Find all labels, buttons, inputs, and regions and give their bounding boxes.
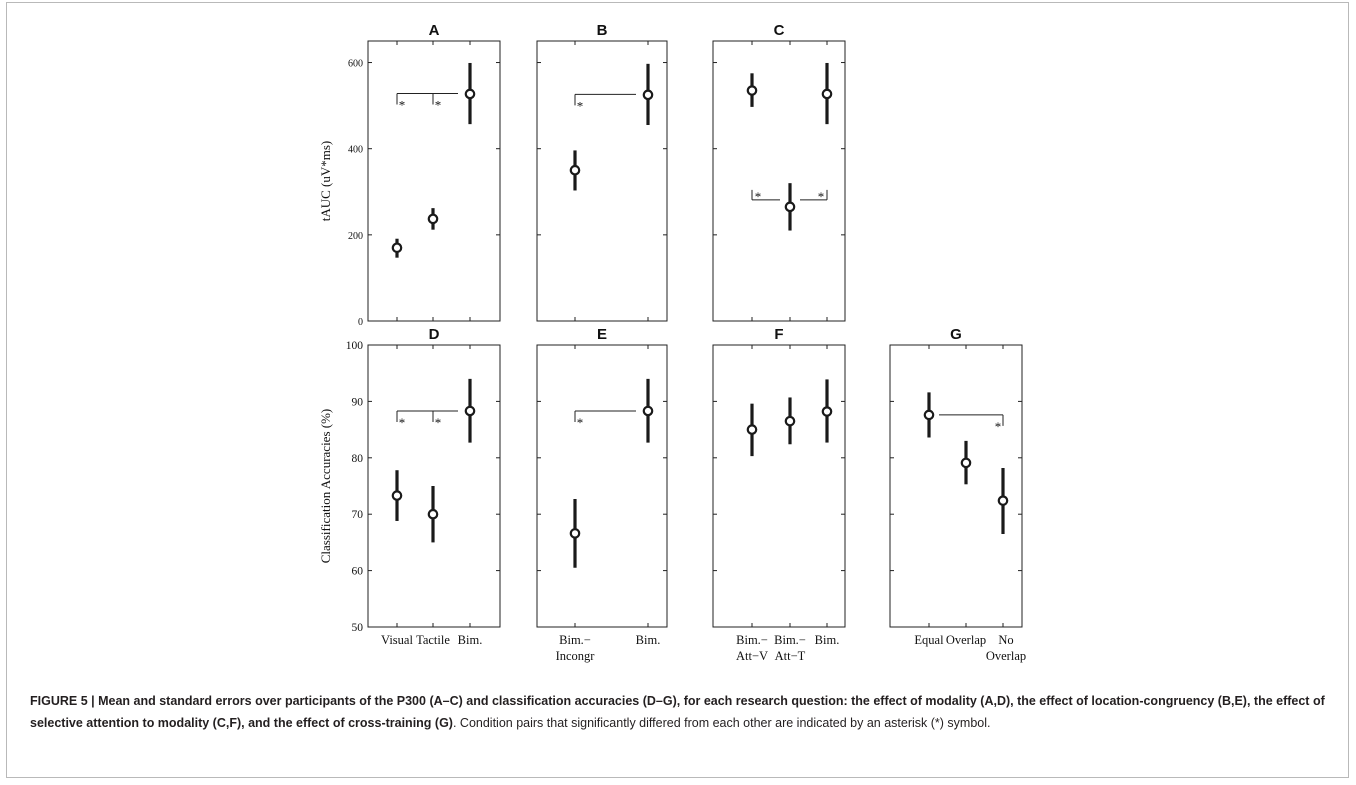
plot-area xyxy=(889,344,1023,628)
y-tick-label: 80 xyxy=(352,453,364,465)
x-tick-label: Bim.− Att−V xyxy=(736,633,768,663)
panel-a: A 0 200 400 600 tAUC (uV*ms) * * xyxy=(318,22,501,328)
plot-area xyxy=(367,344,501,628)
y-tick-label: 100 xyxy=(346,340,364,352)
x-tick-label: Bim. xyxy=(815,633,840,647)
mean-marker xyxy=(391,490,403,501)
y-tick-label: 90 xyxy=(352,396,364,408)
mean-marker xyxy=(391,242,403,254)
sig-asterisk: * xyxy=(577,98,584,113)
mean-marker xyxy=(427,508,439,520)
y-tick-label: 0 xyxy=(358,317,363,328)
plot-area xyxy=(712,40,846,322)
panel-title: B xyxy=(597,22,608,39)
x-tick-label: Bim.− Att−T xyxy=(774,633,806,663)
mean-marker xyxy=(569,528,581,539)
x-tick-label: Overlap xyxy=(946,633,986,647)
y-tick-label: 70 xyxy=(352,509,364,521)
y-tick-label: 200 xyxy=(348,231,363,242)
x-tick-label: No Overlap xyxy=(986,633,1026,663)
sig-asterisk: * xyxy=(399,415,406,430)
y-axis-label: tAUC (uV*ms) xyxy=(318,141,333,222)
x-tick-label: Bim. xyxy=(636,633,661,647)
mean-marker xyxy=(746,424,758,435)
panel-title: E xyxy=(597,326,607,343)
sig-asterisk: * xyxy=(755,189,762,204)
panel-title: A xyxy=(429,22,440,39)
mean-marker xyxy=(784,415,796,427)
y-axis-label: Classification Accuracies (%) xyxy=(318,409,333,564)
figure-caption: FIGURE 5 | Mean and standard errors over… xyxy=(30,690,1330,734)
panel-title: G xyxy=(950,326,962,343)
mean-marker xyxy=(960,457,972,469)
mean-marker xyxy=(821,88,833,100)
mean-marker xyxy=(784,201,796,213)
y-tick-label: 400 xyxy=(348,145,363,156)
sig-asterisk: * xyxy=(818,189,825,204)
sig-asterisk: * xyxy=(577,415,584,430)
panel-c: C * * xyxy=(712,22,846,322)
panel-e: E Bim.− Incongr Bim. * xyxy=(536,326,668,663)
plot-area xyxy=(367,40,501,322)
x-tick-label: Visual xyxy=(381,633,413,647)
sig-asterisk: * xyxy=(435,415,442,430)
panel-b: B* xyxy=(536,22,668,322)
panel-title: F xyxy=(774,326,783,343)
plot-area xyxy=(536,40,668,322)
sig-asterisk: * xyxy=(399,98,406,113)
mean-marker xyxy=(642,405,654,417)
plot-area xyxy=(712,344,846,628)
mean-marker xyxy=(746,85,758,96)
caption-bold: FIGURE 5 | Mean and standard errors over… xyxy=(30,694,1325,730)
x-tick-label: Equal xyxy=(914,633,944,647)
sig-asterisk: * xyxy=(435,98,442,113)
y-tick-label: 60 xyxy=(352,566,364,578)
x-tick-label: Bim.− Incongr xyxy=(556,633,596,663)
panel-title: C xyxy=(774,22,785,39)
mean-marker xyxy=(427,213,439,225)
mean-marker xyxy=(464,88,476,100)
plot-area xyxy=(536,344,668,628)
caption-rest: . Condition pairs that significantly dif… xyxy=(452,716,991,730)
mean-marker xyxy=(642,89,654,101)
figure-frame xyxy=(6,2,1349,778)
panel-g: G Equal Overlap No Overlap * xyxy=(889,326,1026,663)
y-tick-label: 600 xyxy=(348,59,363,70)
mean-marker xyxy=(464,405,476,417)
mean-marker xyxy=(821,406,833,417)
sig-asterisk: * xyxy=(995,419,1002,434)
x-tick-label: Bim. xyxy=(458,633,483,647)
mean-marker xyxy=(923,409,935,421)
panel-d: D 50 60 70 80 90 100 Classification Accuracies … xyxy=(318,326,501,647)
y-tick-label: 50 xyxy=(352,622,364,634)
x-tick-label: Tactile xyxy=(416,633,450,647)
panel-title: D xyxy=(429,326,440,343)
mean-marker xyxy=(569,164,581,176)
mean-marker xyxy=(997,495,1009,506)
